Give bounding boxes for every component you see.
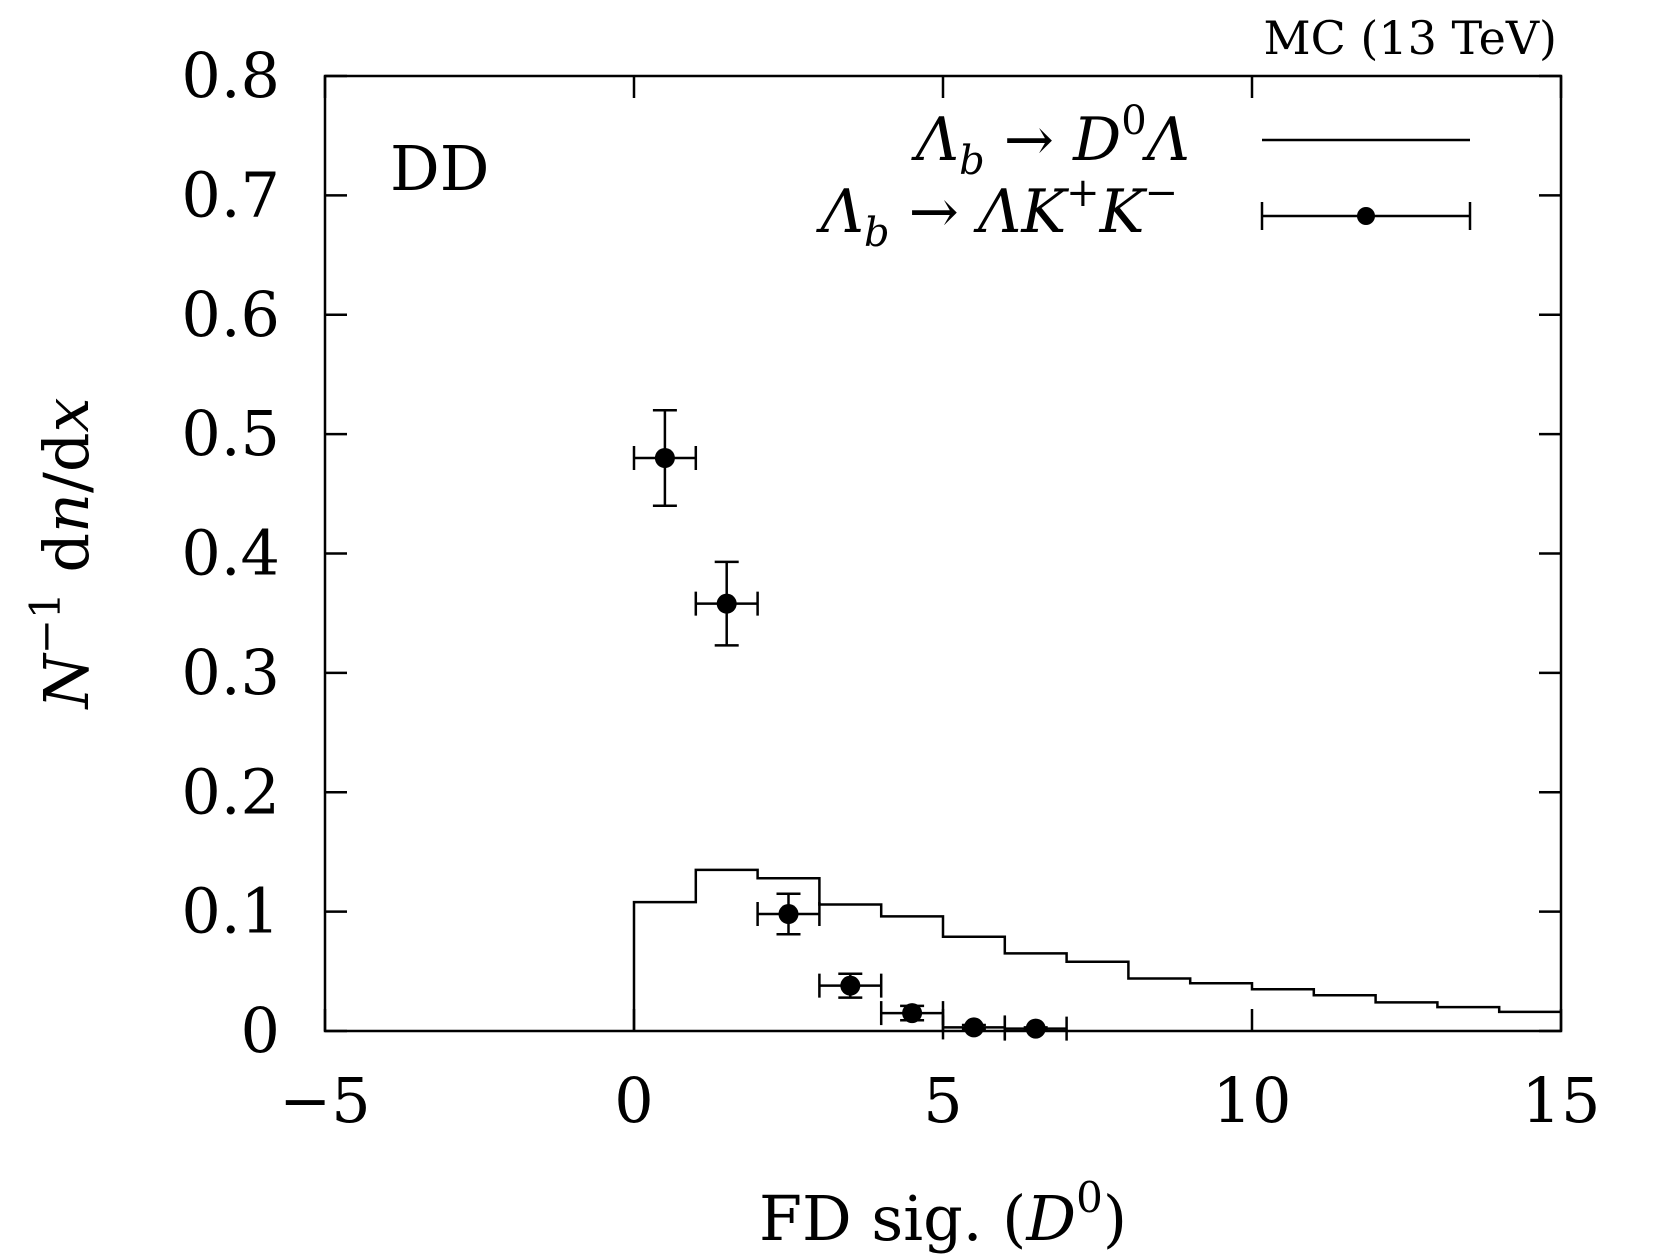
y-tick-label-2: 0.2: [181, 755, 280, 828]
y-tick-label-8: 0.8: [181, 39, 280, 112]
x-tick-label-3: 10: [1213, 1064, 1292, 1137]
data-point-3: [818, 972, 883, 999]
histogram-series-d0lambda: [632, 868, 1561, 1031]
x-tick-label-0: −5: [279, 1064, 370, 1137]
x-tick-label-4: 15: [1522, 1064, 1601, 1137]
inner-label: DD: [390, 132, 489, 205]
data-point-4: [879, 1001, 945, 1026]
y-tick-label-7: 0.7: [181, 158, 280, 231]
legend-marker-lambdakk: [1260, 202, 1472, 230]
y-tick-label-3: 0.3: [181, 636, 280, 709]
corner-label: MC (13 TeV): [1263, 11, 1557, 65]
y-tick-label-5: 0.5: [181, 397, 280, 470]
y-tick-label-1: 0.1: [181, 875, 280, 948]
y-tick-label-4: 0.4: [181, 517, 280, 590]
y-tick-label-6: 0.6: [181, 278, 280, 351]
axis-ticks: [323, 74, 1563, 1033]
x-tick-label-1: 0: [614, 1064, 653, 1137]
x-tick-labels: −5 0 5 10 15: [279, 1064, 1600, 1137]
x-tick-label-2: 5: [923, 1064, 962, 1137]
y-tick-labels: 0 0.1 0.2 0.3 0.4 0.5 0.6 0.7 0.8: [181, 39, 280, 1067]
legend-label-lambdakk: Λb → ΛK+K−: [816, 170, 1178, 256]
data-point-5: [941, 1015, 1007, 1040]
y-tick-label-0: 0: [241, 994, 280, 1067]
data-point-1: [694, 560, 759, 647]
data-point-2: [756, 892, 821, 936]
legend-label-d0lambda: Λb → D0Λ: [911, 98, 1190, 184]
data-point-6: [1003, 1016, 1068, 1041]
x-axis-title: FD sig. (D0): [759, 1173, 1127, 1255]
points-series-lambdakk: [632, 409, 1068, 1041]
y-axis-title: N−1 dn/dx: [21, 397, 103, 710]
data-point-0: [632, 409, 698, 507]
